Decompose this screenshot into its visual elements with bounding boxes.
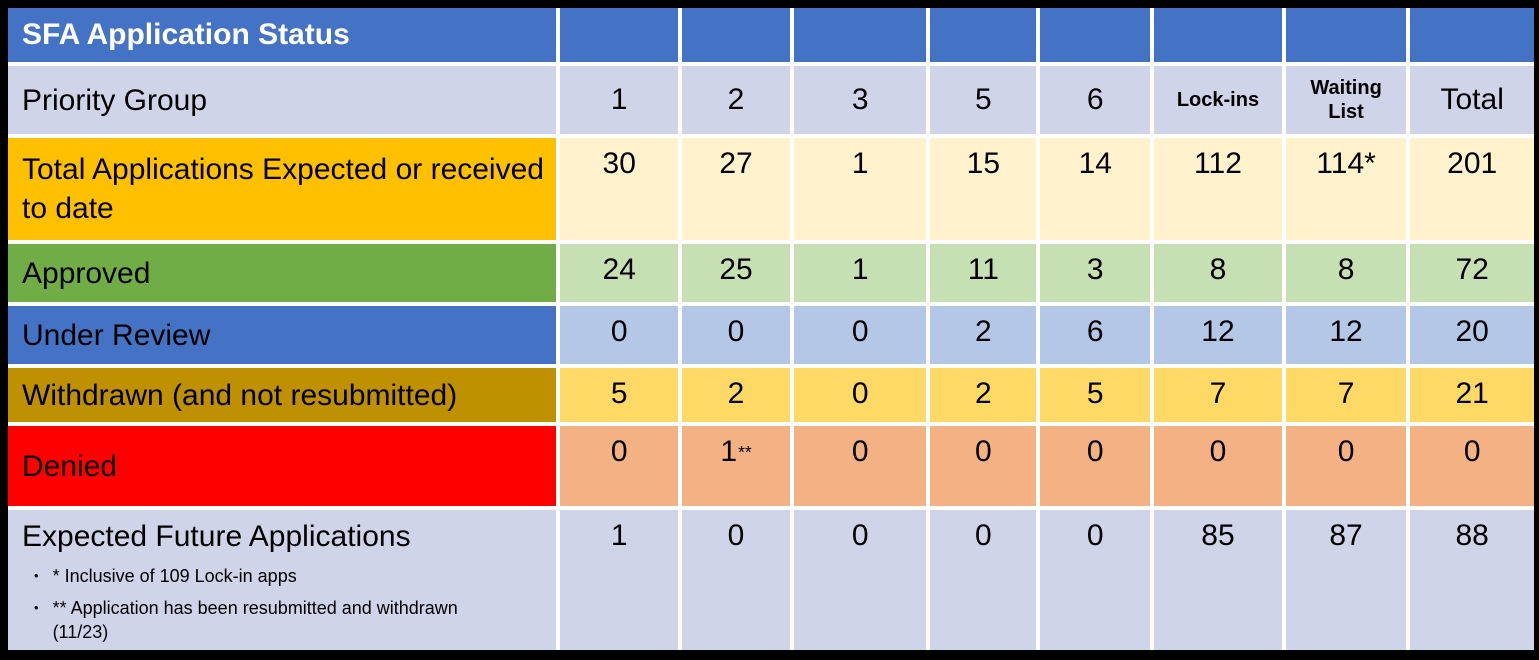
row-label-approved: Approved [8, 244, 557, 302]
data-cell: 12 [1285, 306, 1407, 364]
data-cell: 7 [1154, 368, 1282, 422]
col-header-label: Lock-ins [1176, 89, 1260, 111]
data-cell: 0 [793, 426, 927, 506]
bullet-icon: • [34, 567, 39, 583]
page-title: SFA Application Status [22, 18, 350, 51]
data-cell: 0 [1040, 510, 1151, 650]
row-label-total-applications: Total Applications Expected or received … [8, 138, 557, 240]
data-cell: 14 [1040, 138, 1151, 240]
col-header-label: Waiting List [1310, 77, 1382, 123]
double-asterisk-marker: ** [738, 442, 752, 463]
data-cell: 11 [930, 244, 1037, 302]
data-cell: 0 [1410, 426, 1534, 506]
footnote-item: • * Inclusive of 109 Lock-in apps [22, 564, 297, 588]
data-cell: 0 [560, 306, 679, 364]
data-cell: 0 [560, 426, 679, 506]
data-cell: 8 [1154, 244, 1282, 302]
data-cell: 21 [1410, 368, 1534, 422]
title-spacer-cell [793, 8, 927, 62]
data-cell: 5 [1040, 368, 1151, 422]
data-cell: 3 [1040, 244, 1151, 302]
data-cell: 201 [1410, 138, 1534, 240]
data-cell: 5 [560, 368, 679, 422]
row-label-denied: Denied [8, 426, 557, 506]
title-spacer-cell [930, 8, 1037, 62]
data-cell: 7 [1285, 368, 1407, 422]
row-label-expected-future: Expected Future Applications • * Inclusi… [8, 510, 557, 650]
data-cell: 72 [1410, 244, 1534, 302]
title-spacer-cell [1040, 8, 1151, 62]
footnote-lock-ins: * Inclusive of 109 Lock-in apps [52, 565, 297, 586]
col-header-lock-ins: Lock-ins [1154, 66, 1282, 134]
data-cell: 0 [682, 306, 790, 364]
denied-value: 1 [720, 435, 738, 468]
col-header-6: 6 [1040, 66, 1151, 134]
data-cell: 2 [930, 306, 1037, 364]
data-cell: 30 [560, 138, 679, 240]
data-cell: 0 [1285, 426, 1407, 506]
data-cell: 1 [793, 244, 927, 302]
data-cell: 12 [1154, 306, 1282, 364]
data-cell: 88 [1410, 510, 1534, 650]
data-cell: 1 [793, 138, 927, 240]
data-cell: 0 [1040, 426, 1151, 506]
data-cell: 0 [682, 510, 790, 650]
data-cell: 85 [1154, 510, 1282, 650]
title-spacer-cell [1154, 8, 1282, 62]
data-cell: 27 [682, 138, 790, 240]
col-header-waiting-list: Waiting List [1285, 66, 1407, 134]
data-cell: 0 [793, 368, 927, 422]
data-cell: 6 [1040, 306, 1151, 364]
title-spacer-cell [1410, 8, 1534, 62]
data-cell: 1 ** [682, 426, 790, 506]
priority-group-label: Priority Group [8, 66, 557, 134]
footnote-item: • ** Application has been resubmitted an… [22, 596, 505, 645]
data-cell: 15 [930, 138, 1037, 240]
col-header-1: 1 [560, 66, 679, 134]
title-cell: SFA Application Status [8, 8, 557, 62]
col-header-5: 5 [930, 66, 1037, 134]
title-spacer-cell [1285, 8, 1407, 62]
data-cell: 1 [560, 510, 679, 650]
title-spacer-cell [682, 8, 790, 62]
col-header-2: 2 [682, 66, 790, 134]
data-cell: 0 [793, 306, 927, 364]
col-header-total: Total [1410, 66, 1534, 134]
data-cell: 0 [930, 510, 1037, 650]
row-label-text: Expected Future Applications [22, 520, 411, 553]
data-cell: 2 [682, 368, 790, 422]
row-label-under-review: Under Review [8, 306, 557, 364]
data-cell: 20 [1410, 306, 1534, 364]
data-cell: 8 [1285, 244, 1407, 302]
bullet-icon: • [34, 599, 39, 615]
data-cell: 2 [930, 368, 1037, 422]
col-header-3: 3 [793, 66, 927, 134]
data-cell: 24 [560, 244, 679, 302]
data-cell: 87 [1285, 510, 1407, 650]
data-cell: 0 [793, 510, 927, 650]
footnote-resubmitted: ** Application has been resubmitted and … [52, 597, 458, 643]
data-cell: 25 [682, 244, 790, 302]
data-cell: 112 [1154, 138, 1282, 240]
row-label-withdrawn: Withdrawn (and not resubmitted) [8, 368, 557, 422]
data-cell: 114* [1285, 138, 1407, 240]
title-spacer-cell [560, 8, 679, 62]
data-cell: 0 [1154, 426, 1282, 506]
data-cell: 0 [930, 426, 1037, 506]
